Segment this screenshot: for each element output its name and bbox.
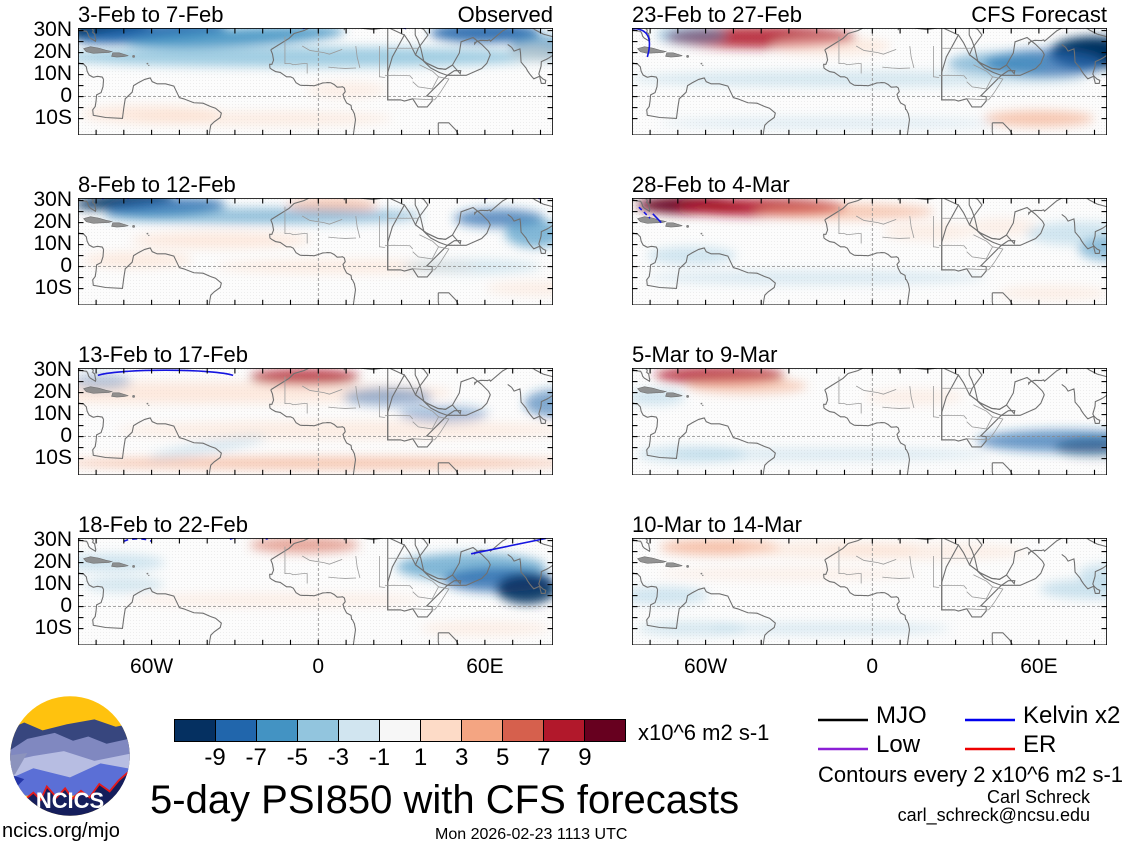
- svg-text:NCICS: NCICS: [36, 788, 104, 813]
